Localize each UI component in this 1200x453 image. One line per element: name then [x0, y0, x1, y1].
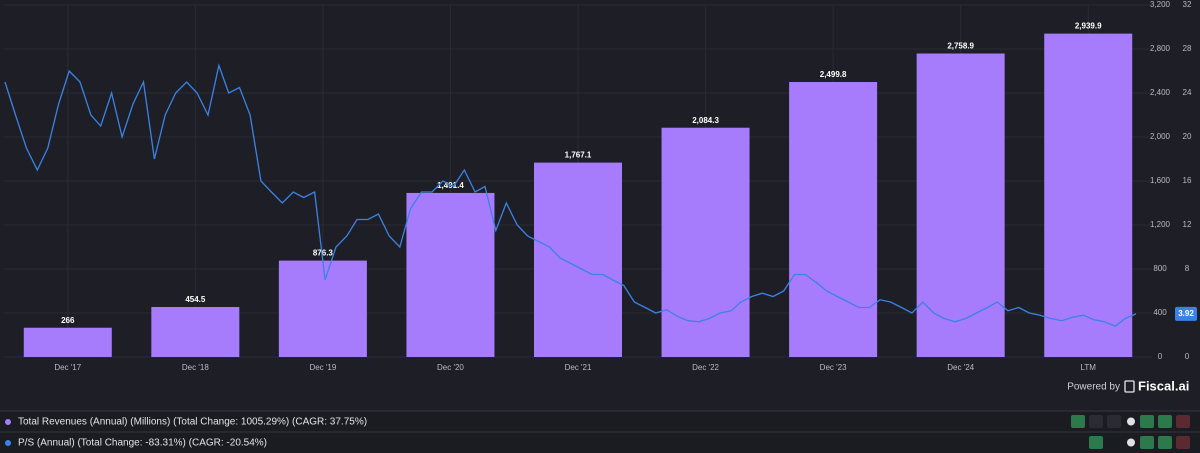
- tool-button[interactable]: [1071, 415, 1085, 428]
- x-tick-label: Dec '22: [692, 363, 719, 372]
- toolbar: [1071, 415, 1190, 449]
- y-tick-label: 400: [1153, 308, 1167, 317]
- bar: [916, 53, 1005, 358]
- y2-tick-label: 20: [1183, 132, 1192, 141]
- y2-tick-label: 8: [1185, 264, 1190, 273]
- powered-by: Powered by: [1067, 382, 1120, 393]
- x-tick-label: Dec '21: [565, 363, 592, 372]
- last-value-badge: [1175, 306, 1197, 321]
- bar: [661, 127, 750, 358]
- legend-label: P/S (Annual) (Total Change: -83.31%) (CA…: [18, 438, 267, 449]
- bar: [278, 260, 367, 357]
- legend-swatch: [5, 419, 11, 425]
- x-tick-label: Dec '19: [309, 363, 336, 372]
- brand: Fiscal.ai: [1138, 378, 1189, 393]
- y-tick-label: 2,000: [1150, 132, 1171, 141]
- remove-button[interactable]: [1176, 436, 1190, 449]
- bar: [534, 162, 622, 357]
- y2-tick-label: 24: [1183, 88, 1192, 97]
- x-tick-label: Dec '23: [820, 363, 847, 372]
- x-tick-label: LTM: [1081, 363, 1097, 372]
- y2-tick-label: 12: [1183, 220, 1192, 229]
- bar-value-label: 2,939.9: [1075, 22, 1102, 31]
- tag-button[interactable]: [1140, 415, 1154, 428]
- y2-tick-label: 0: [1185, 352, 1190, 361]
- settings-button[interactable]: [1127, 417, 1135, 426]
- legend-label: Total Revenues (Annual) (Millions) (Tota…: [18, 417, 367, 428]
- y-tick-label: 2,800: [1150, 44, 1171, 53]
- tool-button[interactable]: [1107, 415, 1121, 428]
- bar-value-label: 2,758.9: [947, 42, 974, 51]
- tool-button[interactable]: [1089, 436, 1103, 449]
- x-tick-label: Dec '24: [947, 363, 974, 372]
- x-tick-label: Dec '17: [54, 363, 81, 372]
- y-tick-label: 800: [1153, 264, 1167, 273]
- bar-value-label: 2,499.8: [820, 70, 847, 79]
- remove-button[interactable]: [1176, 415, 1190, 428]
- visibility-button[interactable]: [1158, 436, 1172, 449]
- bar-value-label: 266: [61, 316, 75, 325]
- y-tick-label: 1,200: [1150, 220, 1171, 229]
- bar-value-label: 2,084.3: [692, 116, 719, 125]
- settings-button[interactable]: [1127, 438, 1135, 447]
- legend-swatch: [5, 440, 11, 446]
- y2-tick-label: 28: [1183, 44, 1192, 53]
- line: [4, 63, 1137, 327]
- bar: [23, 327, 112, 357]
- x-tick-label: Dec '20: [437, 363, 464, 372]
- x-tick-label: Dec '18: [182, 363, 209, 372]
- bar: [406, 192, 495, 357]
- y-tick-label: 3,200: [1150, 0, 1171, 9]
- y-tick-label: 1,600: [1150, 176, 1171, 185]
- tag-button[interactable]: [1140, 436, 1154, 449]
- y-tick-label: 0: [1158, 352, 1163, 361]
- bar: [151, 307, 240, 357]
- y-tick-label: 2,400: [1150, 88, 1171, 97]
- tool-button[interactable]: [1089, 415, 1103, 428]
- y2-tick-label: 16: [1183, 176, 1192, 185]
- y2-tick-label: 32: [1183, 0, 1192, 9]
- bar-value-label: 1,767.1: [565, 151, 592, 160]
- last-value-label: 3.92: [1178, 309, 1194, 318]
- bar-value-label: 876.3: [313, 249, 334, 258]
- bar-value-label: 454.5: [185, 295, 206, 304]
- bar: [1044, 33, 1133, 358]
- visibility-button[interactable]: [1158, 415, 1172, 428]
- brand-icon: [1124, 380, 1135, 393]
- bar: [789, 82, 878, 357]
